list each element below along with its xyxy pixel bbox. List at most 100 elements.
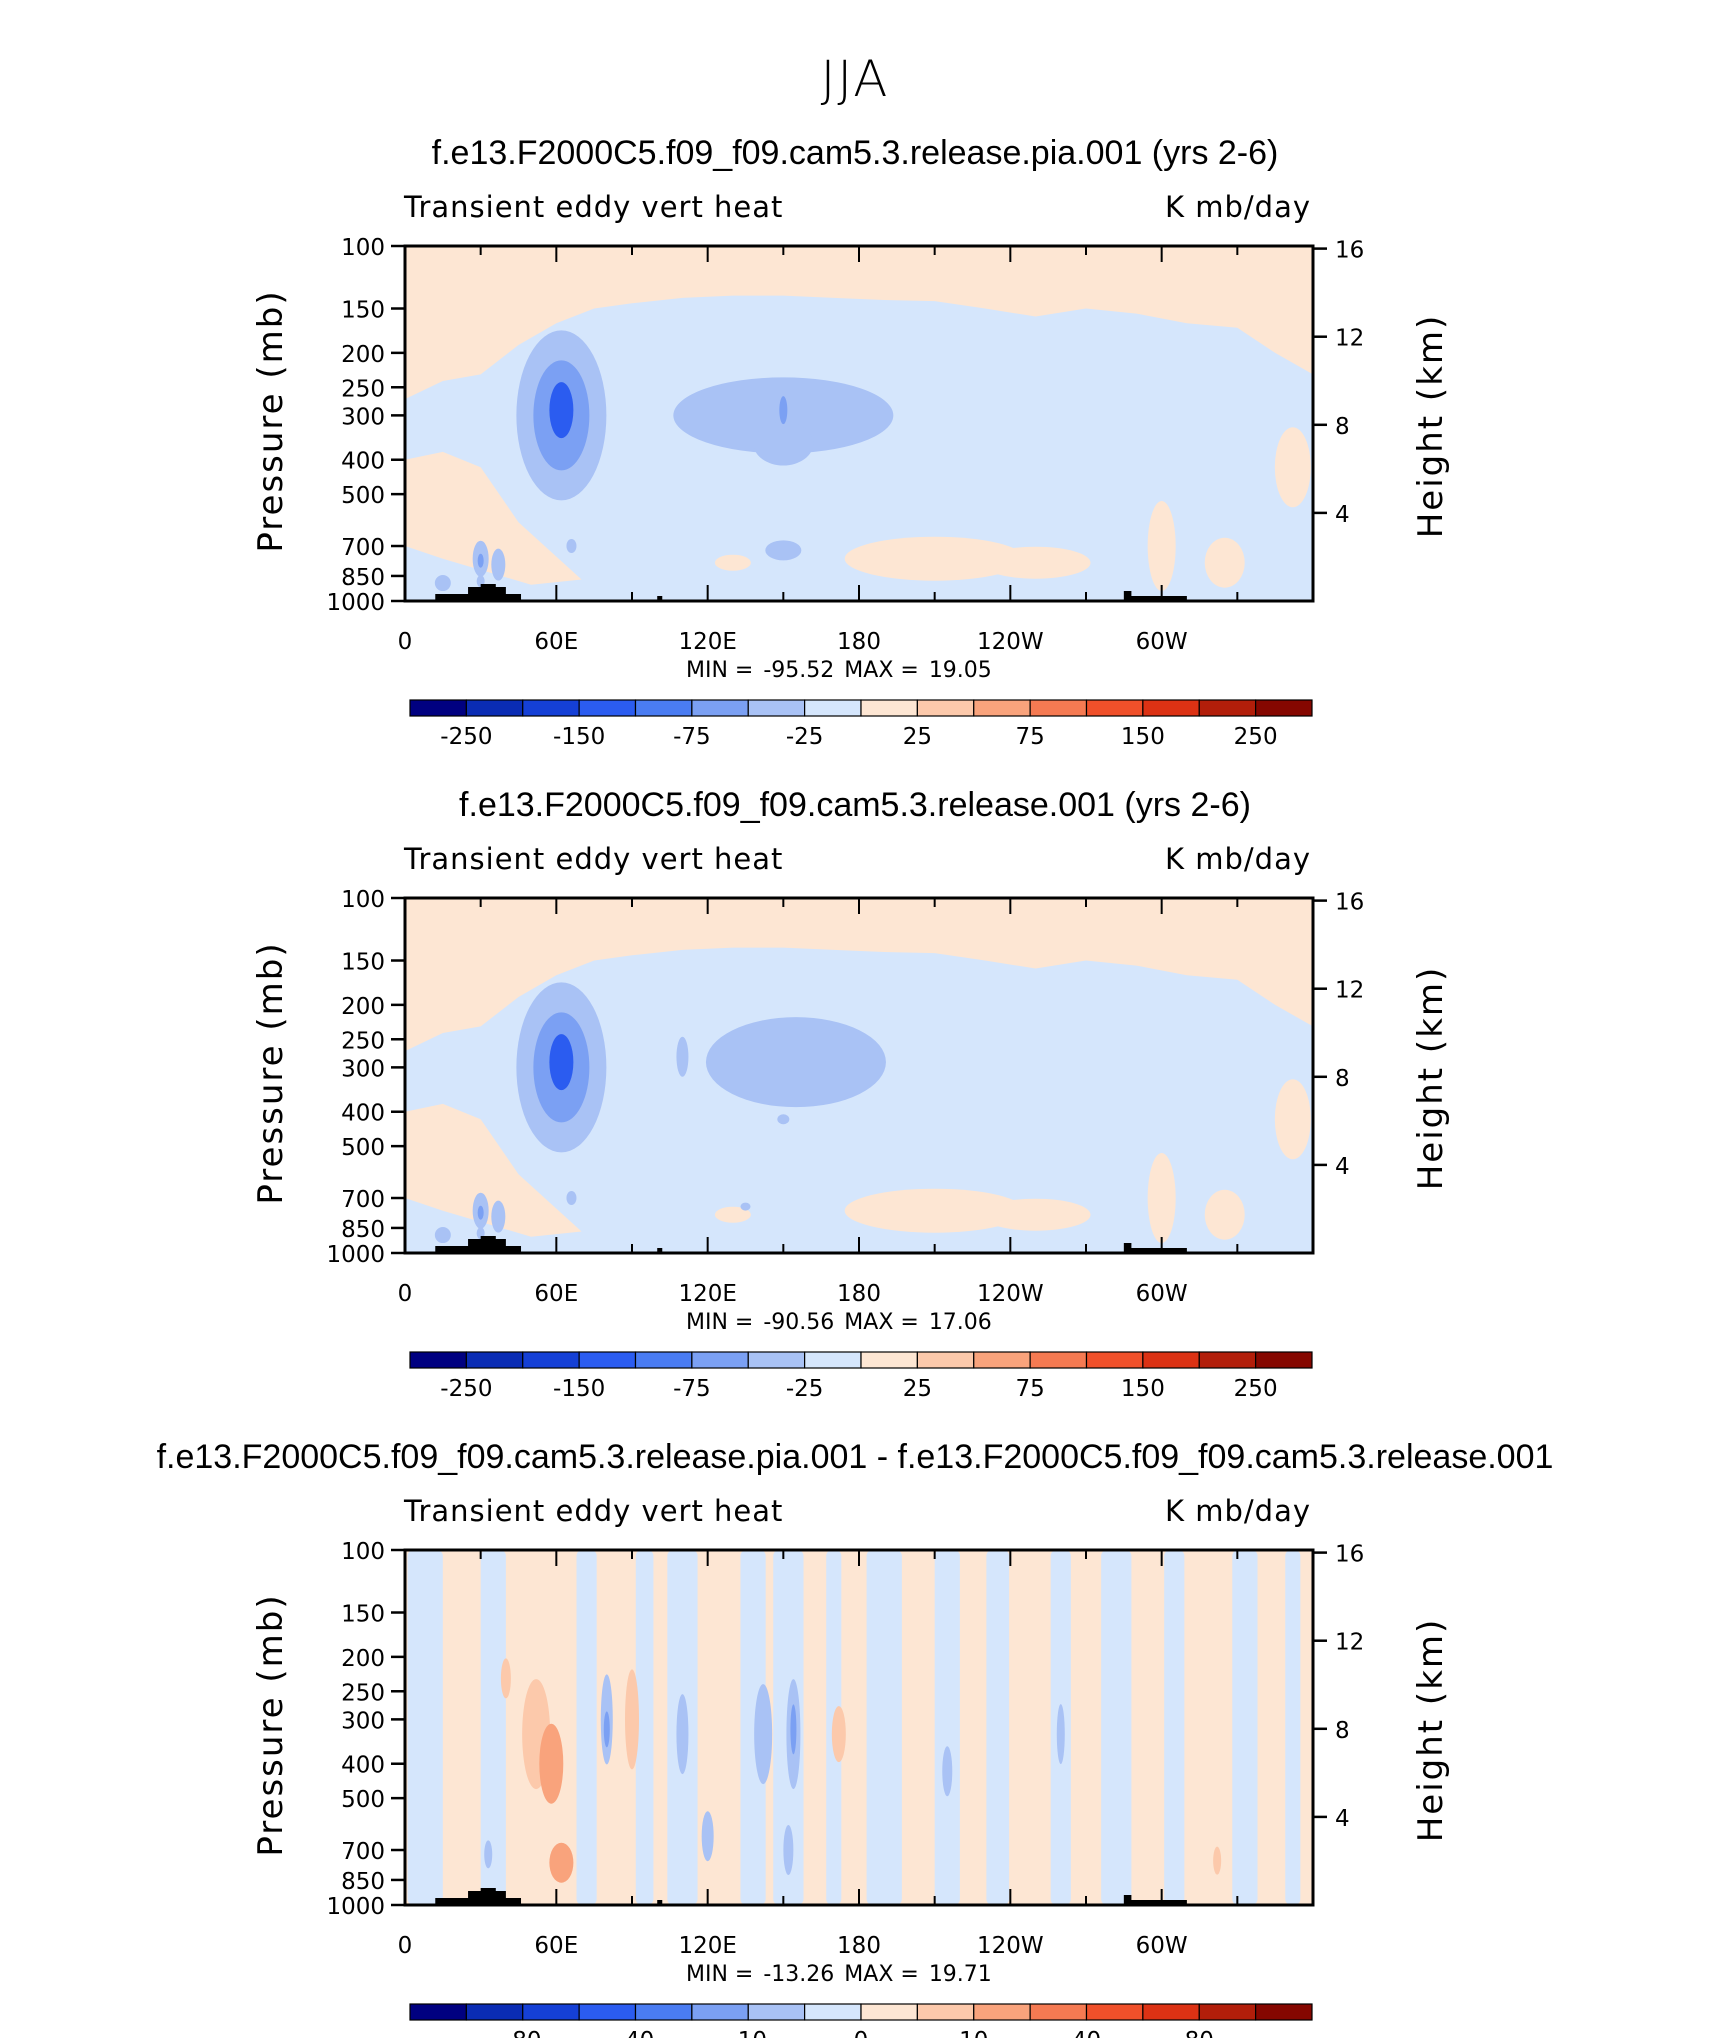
colorbar-swatch <box>1255 1351 1313 1369</box>
min-value: -13.26 <box>763 1962 835 1987</box>
contour-blob <box>566 1191 577 1206</box>
colorbar-label: 150 <box>1121 1376 1165 1402</box>
contour-blob <box>434 1227 451 1244</box>
contour-band <box>1232 1550 1258 1905</box>
colorbar: -250 -150 -75 -25 25 75 150 250 <box>409 699 1313 750</box>
height-tick-label: 4 <box>1335 1154 1350 1180</box>
colorbar-swatch <box>465 2003 524 2021</box>
contour-band <box>480 1550 506 1905</box>
page-title: JJA <box>820 50 890 108</box>
topography <box>1123 1895 1132 1905</box>
contour-blob <box>980 1198 1091 1231</box>
contour-band <box>1164 1550 1185 1905</box>
colorbar-label: 10 <box>959 2028 988 2038</box>
topography <box>480 584 496 601</box>
pressure-tick-label: 500 <box>341 483 385 509</box>
contour-blob <box>1274 1079 1311 1160</box>
pressure-tick-label: 850 <box>341 1869 385 1895</box>
pressure-tick-label: 1000 <box>326 1242 385 1268</box>
pressure-tick-label: 1000 <box>326 590 385 616</box>
colorbar-swatch <box>1198 2003 1257 2021</box>
y2-axis-title: Height (km) <box>1411 314 1451 539</box>
colorbar-swatch <box>578 2003 637 2021</box>
y2-axis-title: Height (km) <box>1411 1618 1451 1843</box>
contour-blob <box>765 540 802 561</box>
contour-blob <box>844 1188 1025 1233</box>
pressure-tick-label: 150 <box>341 950 385 976</box>
colorbar-swatch <box>1085 2003 1144 2021</box>
contour-blob <box>790 1704 797 1755</box>
max-label: MAX = <box>844 1962 919 1987</box>
case-title: f.e13.F2000C5.f09_f09.cam5.3.release.pia… <box>156 1438 1554 1476</box>
contour-blob <box>549 1842 574 1883</box>
colorbar-swatch <box>1142 2003 1200 2021</box>
pressure-tick-label: 250 <box>341 1028 385 1054</box>
colorbar-label: -250 <box>440 724 492 750</box>
height-tick-label: 16 <box>1335 238 1364 264</box>
lon-tick-label: 60W <box>1136 1933 1188 1959</box>
plot-frame <box>403 896 1315 1255</box>
contour-blob <box>740 1202 751 1211</box>
height-tick-label: 16 <box>1335 1542 1364 1568</box>
colorbar-label: -75 <box>673 724 711 750</box>
variable-label: Transient eddy vert heat <box>404 842 784 876</box>
height-tick-label: 16 <box>1335 890 1364 916</box>
plot-frame <box>403 244 1315 603</box>
contour-blob <box>714 554 751 571</box>
colorbar-label: 0 <box>854 2028 869 2038</box>
pressure-tick-label: 400 <box>341 1101 385 1127</box>
colorbar: -80 -40 -10 0 10 40 80 <box>409 2003 1313 2038</box>
colorbar-swatch <box>804 2003 862 2021</box>
contour-blob <box>701 1811 714 1862</box>
contour-blob <box>777 1114 790 1125</box>
colorbar-label: -150 <box>553 1376 605 1402</box>
min-value: -90.56 <box>763 1310 835 1335</box>
contour-field <box>405 898 1313 1253</box>
min-max-readout: MIN = -90.56 MAX = 17.06 <box>686 1310 1002 1335</box>
topography <box>657 596 663 601</box>
colorbar-swatch <box>1255 2003 1313 2021</box>
contour-blob <box>500 1658 511 1699</box>
colorbar-swatch <box>916 2003 975 2021</box>
pressure-tick-label: 200 <box>341 342 385 368</box>
contour-blob <box>1204 1189 1245 1240</box>
contour-band <box>1101 1550 1132 1905</box>
colorbar-swatch <box>522 2003 580 2021</box>
colorbar-label: -80 <box>504 2028 542 2038</box>
topography <box>657 1900 663 1905</box>
contour-band <box>405 947 1313 1253</box>
lon-tick-label: 180 <box>837 1933 881 1959</box>
pressure-tick-label: 500 <box>341 1135 385 1161</box>
max-value: 19.71 <box>928 1962 992 1987</box>
colorbar-label: 75 <box>1015 1376 1044 1402</box>
lon-tick-label: 0 <box>398 1281 413 1307</box>
contour-blob <box>1204 537 1245 588</box>
pressure-tick-label: 1000 <box>326 1894 385 1920</box>
contour-blob <box>844 536 1025 581</box>
contour-blob <box>491 548 506 581</box>
contour-blob <box>831 1706 846 1763</box>
colorbar-swatch <box>409 2003 467 2021</box>
contour-blob <box>477 1205 484 1220</box>
topography <box>657 1248 663 1253</box>
contour-blob <box>1147 501 1176 592</box>
contour-blob <box>1056 1704 1065 1765</box>
contour-blob <box>753 421 814 466</box>
colorbar-label: 25 <box>903 1376 932 1402</box>
max-value: 19.05 <box>928 658 992 683</box>
height-tick-label: 8 <box>1335 1066 1350 1092</box>
contour-blob <box>980 546 1091 579</box>
colorbar-label: -40 <box>617 2028 655 2038</box>
colorbar-swatch <box>747 2003 806 2021</box>
contour-blob <box>779 396 788 425</box>
height-tick-label: 4 <box>1335 1806 1350 1832</box>
lon-tick-label: 60E <box>534 629 578 655</box>
colorbar-swatch <box>1029 2003 1088 2021</box>
contour-blob <box>566 539 577 554</box>
contour-band <box>740 1550 766 1905</box>
contour-blob <box>676 1694 689 1775</box>
topography <box>1126 1248 1187 1253</box>
colorbar-swatch <box>973 2003 1031 2021</box>
